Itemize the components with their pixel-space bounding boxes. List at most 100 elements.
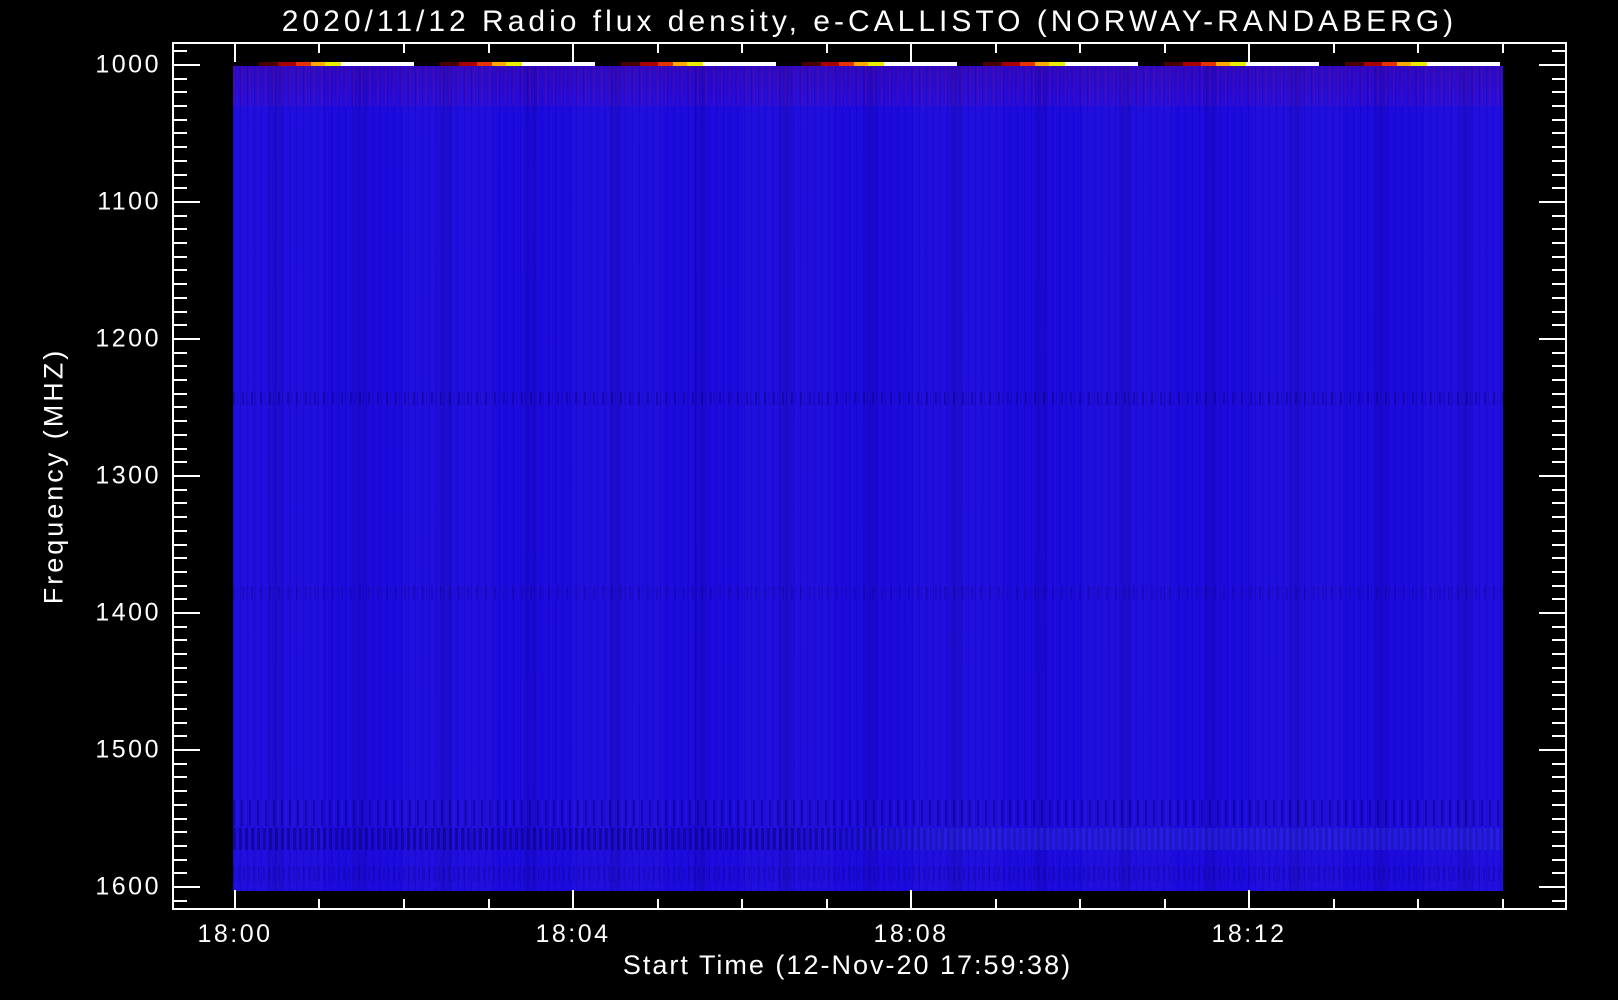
x-tick-bottom [1417, 899, 1420, 908]
x-tick-top [1248, 44, 1251, 62]
x-tick-top [1501, 44, 1504, 53]
y-tick-right [1552, 529, 1565, 532]
y-tick-left [174, 762, 187, 765]
y-tick-left [174, 886, 200, 889]
y-tick-left [174, 543, 187, 546]
y-tick-left [174, 159, 187, 162]
y-tick-right [1539, 337, 1565, 340]
y-tick-left [174, 118, 187, 121]
y-tick-right [1552, 899, 1565, 902]
x-tick-top [1079, 44, 1082, 53]
y-tick-right [1552, 776, 1565, 779]
y-tick-right [1552, 543, 1565, 546]
x-tick-label: 18:04 [535, 920, 611, 948]
y-tick-right [1552, 132, 1565, 135]
y-tick-right [1552, 187, 1565, 190]
y-tick-right [1552, 625, 1565, 628]
x-tick-bottom [403, 899, 405, 908]
y-tick-right [1539, 200, 1565, 203]
y-tick-left [174, 872, 187, 875]
y-tick-right [1552, 365, 1565, 368]
y-tick-left [174, 187, 187, 190]
x-tick-top [572, 44, 574, 62]
y-tick-right [1552, 680, 1565, 683]
y-tick-right [1552, 570, 1565, 573]
x-tick-bottom [1332, 899, 1335, 908]
y-tick-right [1552, 639, 1565, 642]
y-tick-left [174, 77, 187, 80]
x-tick-bottom [487, 899, 490, 908]
y-tick-left [174, 817, 187, 820]
x-tick-label: 18:08 [873, 920, 949, 948]
y-tick-right [1552, 817, 1565, 820]
y-tick-label: 1300 [95, 461, 161, 490]
y-tick-right [1552, 598, 1565, 601]
y-tick-right [1539, 475, 1565, 477]
y-tick-right [1552, 173, 1565, 176]
y-tick-left [174, 666, 187, 669]
y-tick-right [1552, 77, 1565, 80]
y-tick-right [1552, 502, 1565, 505]
y-tick-right [1552, 803, 1565, 806]
x-tick-bottom [994, 899, 997, 908]
x-tick-bottom [825, 899, 828, 908]
y-tick-left [174, 529, 187, 532]
y-tick-left [174, 612, 200, 614]
x-tick-top [825, 44, 828, 53]
x-tick-bottom [1501, 899, 1504, 908]
y-tick-right [1552, 420, 1565, 423]
x-tick-top [403, 44, 405, 53]
x-tick-top [487, 44, 490, 53]
y-tick-right [1552, 269, 1565, 272]
y-tick-right [1552, 872, 1565, 875]
x-axis-title: Start Time (12-Nov-20 17:59:38) [622, 950, 1073, 980]
interference-band-low-b [232, 827, 1503, 850]
y-tick-left [174, 516, 187, 519]
y-tick-left [174, 735, 187, 738]
y-tick-left [174, 242, 187, 245]
band-top-striping [232, 61, 1503, 106]
y-tick-left [174, 844, 187, 847]
y-tick-right [1552, 721, 1565, 724]
x-tick-top [318, 44, 321, 53]
y-tick-right [1552, 406, 1565, 409]
interference-row-1385mhz [232, 586, 1503, 600]
y-tick-left [174, 749, 200, 752]
x-tick-top [1332, 44, 1335, 53]
y-tick-left [174, 790, 187, 793]
y-tick-left [174, 433, 187, 436]
x-tick-top [910, 44, 913, 62]
interference-band-low-a [232, 800, 1503, 826]
x-tick-top [1417, 44, 1420, 53]
y-tick-right [1552, 392, 1565, 395]
y-tick-right [1552, 379, 1565, 382]
y-tick-left [174, 269, 187, 272]
x-tick-bottom [233, 890, 236, 908]
x-tick-label: 18:12 [1211, 920, 1287, 948]
y-tick-right [1552, 214, 1565, 217]
y-tick-right [1552, 844, 1565, 847]
y-tick-right [1539, 63, 1565, 66]
y-tick-right [1552, 762, 1565, 765]
y-tick-left [174, 584, 187, 587]
y-tick-right [1552, 584, 1565, 587]
x-tick-top [1163, 44, 1166, 53]
y-tick-right [1552, 461, 1565, 464]
y-tick-left [174, 255, 187, 258]
y-tick-left [174, 831, 187, 834]
y-tick-left [174, 50, 187, 53]
x-tick-label: 18:00 [197, 920, 273, 948]
y-tick-right [1552, 283, 1565, 286]
y-tick-left [174, 296, 187, 299]
y-tick-label: 1000 [95, 50, 161, 79]
y-tick-left [174, 557, 187, 560]
x-tick-bottom [741, 899, 743, 908]
y-tick-right [1552, 666, 1565, 669]
chart-title: 2020/11/12 Radio flux density, e-CALLIST… [281, 5, 1458, 38]
burst-strip-1000mhz [232, 61, 1503, 66]
y-tick-right [1552, 228, 1565, 231]
y-tick-left [174, 776, 187, 779]
x-tick-top [994, 44, 997, 53]
y-tick-left [174, 91, 187, 94]
